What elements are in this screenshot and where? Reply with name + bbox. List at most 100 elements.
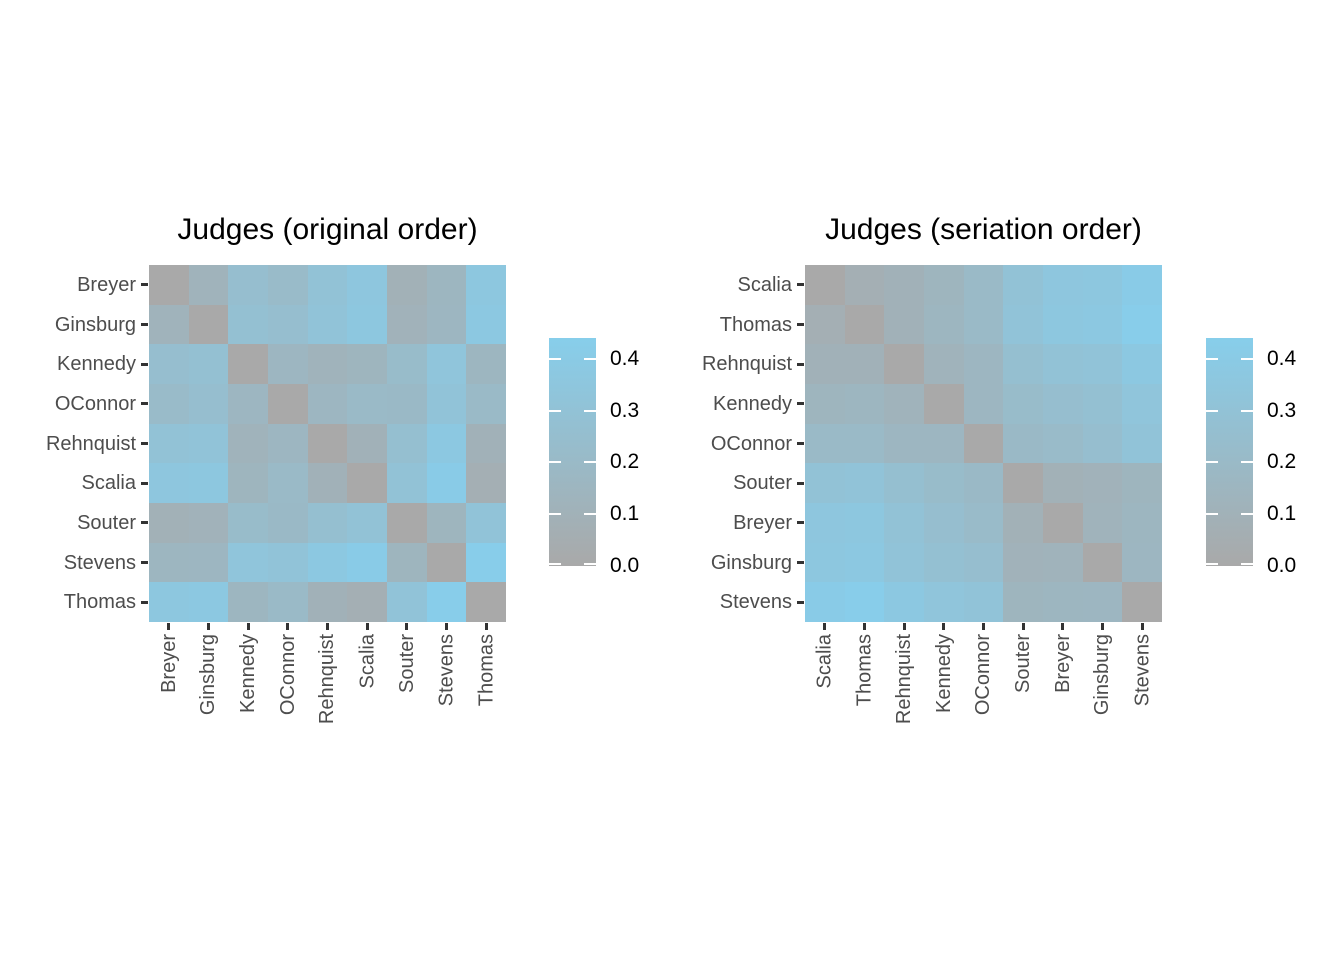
heatmap-cell	[268, 304, 309, 345]
heatmap-cell	[884, 344, 925, 385]
heatmap-cell	[149, 582, 190, 623]
y-axis-tick	[141, 442, 148, 445]
heatmap-cell	[387, 344, 428, 385]
y-axis-tick	[797, 481, 804, 485]
heatmap-cell	[149, 463, 190, 504]
heatmap-cell	[924, 542, 965, 583]
y-axis-tick	[141, 283, 148, 287]
heatmap-cell	[466, 503, 507, 544]
heatmap-cell	[1043, 304, 1084, 345]
legend-tick	[1241, 357, 1253, 360]
heatmap-cell	[884, 423, 925, 464]
heatmap-cell	[347, 384, 388, 425]
heatmap-cell	[1043, 265, 1084, 306]
heatmap-cell	[1003, 304, 1044, 345]
x-axis-tick	[365, 623, 369, 630]
heatmap-cell	[963, 265, 1004, 306]
heatmap-cell	[844, 344, 885, 385]
x-axis-tick	[982, 623, 985, 630]
heatmap-cell	[1122, 304, 1163, 345]
heatmap-cell	[844, 463, 885, 504]
heatmap-cell	[1082, 503, 1123, 544]
y-axis-tick	[797, 442, 804, 445]
heatmap-cell	[268, 384, 309, 425]
heatmap-cell	[963, 423, 1004, 464]
heatmap-cell	[188, 344, 229, 385]
y-axis-label: Ginsburg	[710, 551, 792, 574]
heatmap-cell	[188, 423, 229, 464]
legend-tick-label: 0.1	[610, 502, 640, 526]
x-axis-tick	[1061, 623, 1065, 630]
heatmap-cell	[307, 304, 348, 345]
x-axis-tick	[1021, 623, 1025, 630]
heatmap-cell	[188, 503, 229, 544]
heatmap-cell	[228, 304, 269, 345]
legend-tick	[1206, 563, 1218, 565]
heatmap-cell	[228, 503, 269, 544]
heatmap-cell	[347, 344, 388, 385]
heatmap-cell	[188, 304, 229, 345]
y-axis-label: Stevens	[63, 551, 136, 574]
heatmap-cell	[805, 503, 846, 544]
heatmap-cell	[426, 304, 467, 345]
legend-tick	[584, 461, 596, 464]
y-axis-label: Ginsburg	[54, 313, 136, 336]
legend-tick	[584, 513, 596, 516]
legend-tick	[549, 461, 561, 464]
heatmap-cell	[1043, 542, 1084, 583]
heatmap-cell	[307, 265, 348, 306]
heatmap-cell	[466, 344, 507, 385]
heatmap-cell	[884, 463, 925, 504]
legend-tick-label: 0.1	[1267, 502, 1297, 526]
heatmap-cell	[268, 542, 309, 583]
heatmap-cell	[387, 503, 428, 544]
heatmap-cell	[1003, 503, 1044, 544]
heatmap-cell	[1082, 304, 1123, 345]
y-axis-label: Thomas	[719, 313, 792, 336]
heatmap-cell	[1043, 384, 1084, 425]
legend-tick-label: 0.0	[610, 554, 640, 577]
heatmap-cell	[347, 265, 388, 306]
heatmap-cell	[347, 463, 388, 504]
y-axis-tick	[141, 481, 148, 485]
heatmap-cell	[466, 384, 507, 425]
heatmap-cell	[188, 463, 229, 504]
y-axis-label: OConnor	[54, 392, 136, 415]
legend-tick	[584, 563, 596, 565]
heatmap-cell	[268, 423, 309, 464]
heatmap-cell	[1043, 503, 1084, 544]
heatmap-cell	[149, 423, 190, 464]
heatmap-cell	[1122, 344, 1163, 385]
heatmap-cell	[228, 344, 269, 385]
heatmap-cell	[1122, 384, 1163, 425]
x-axis-tick	[823, 623, 827, 630]
legend-tick-label: 0.2	[1267, 450, 1297, 474]
heatmap-cell	[307, 542, 348, 583]
heatmap-cell	[228, 582, 269, 623]
heatmap-cell	[805, 344, 846, 385]
legend-tick-label: 0.4	[1267, 346, 1297, 370]
y-axis-label: Souter	[77, 511, 136, 534]
legend-tick	[584, 409, 596, 412]
heatmap-cell	[1043, 344, 1084, 385]
heatmap-cell	[1082, 542, 1123, 583]
legend-tick	[1241, 563, 1253, 565]
heatmap-cell	[426, 542, 467, 583]
legend-tick-label: 0.0	[1267, 554, 1297, 577]
x-axis-tick	[167, 623, 171, 630]
heatmap-cell	[1122, 503, 1163, 544]
heatmap-cell	[805, 304, 846, 345]
heatmap-cell	[963, 582, 1004, 623]
heatmap-cell	[188, 542, 229, 583]
plot-title-original: Judges (original order)	[177, 213, 478, 246]
heatmap-cell	[268, 463, 309, 504]
x-axis-tick	[1101, 623, 1104, 630]
x-axis-tick	[863, 623, 866, 630]
y-axis-label: Kennedy	[57, 353, 136, 376]
y-axis-tick	[797, 362, 804, 366]
heatmap-cell	[924, 304, 965, 345]
heatmap-cell	[884, 582, 925, 623]
y-axis-label: Scalia	[81, 472, 136, 495]
heatmap-cell	[228, 542, 269, 583]
